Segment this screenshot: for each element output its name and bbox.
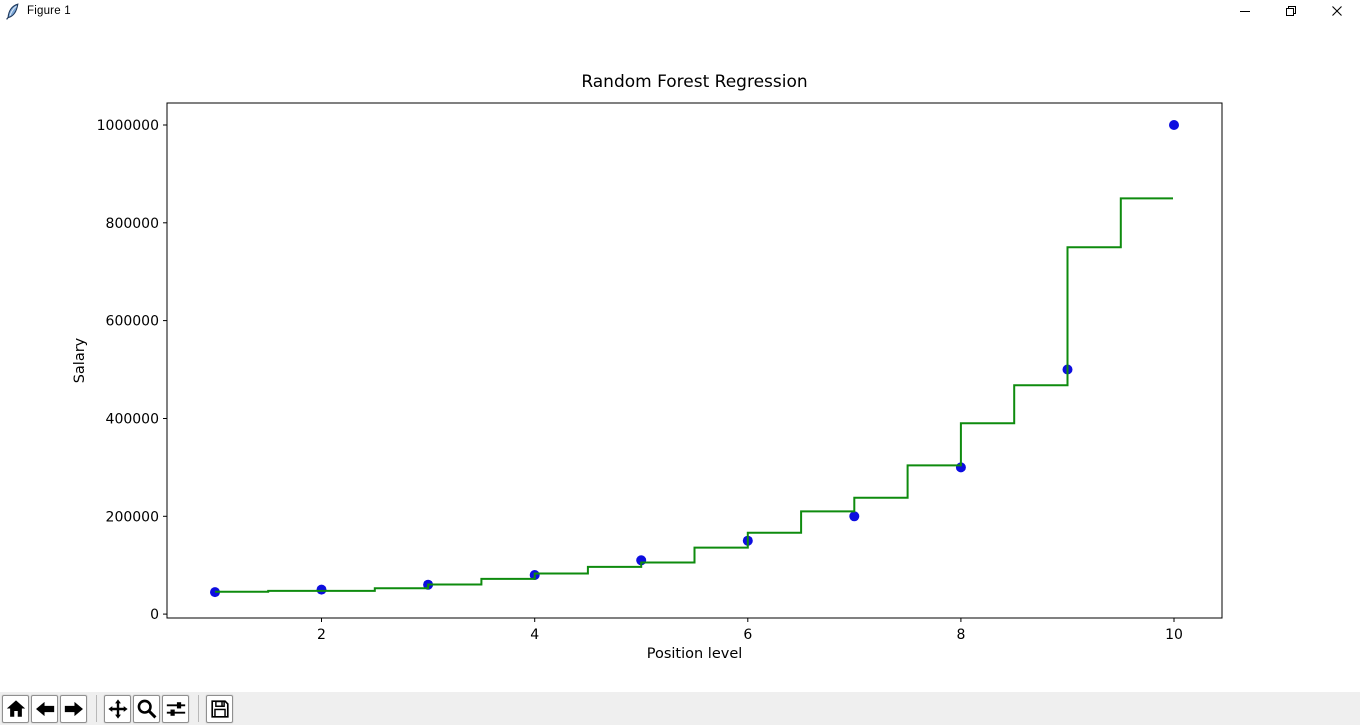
home-button[interactable] xyxy=(2,694,29,723)
regression-step-line xyxy=(215,197,1173,593)
y-axis-label: Salary xyxy=(72,337,88,383)
pan-button[interactable] xyxy=(104,694,131,723)
titlebar[interactable]: Figure 1 xyxy=(0,0,1360,22)
scatter-point xyxy=(1169,120,1179,130)
x-axis-label: Position level xyxy=(647,646,743,662)
nav-toolbar xyxy=(0,692,1360,725)
plot-area[interactable] xyxy=(166,102,1223,619)
close-button[interactable] xyxy=(1314,0,1360,22)
x-tick-label: 10 xyxy=(1165,627,1183,643)
y-tick-label: 600000 xyxy=(106,314,159,330)
restore-button[interactable] xyxy=(1268,0,1314,22)
back-button[interactable] xyxy=(31,694,58,723)
x-tick-label: 4 xyxy=(530,627,539,643)
chart-title: Random Forest Regression xyxy=(581,72,807,92)
pan-move-icon xyxy=(107,698,128,719)
y-tick-label: 400000 xyxy=(106,412,159,428)
toolbar-separator xyxy=(96,695,97,722)
home-icon xyxy=(6,699,25,717)
save-button[interactable] xyxy=(206,694,233,723)
close-icon xyxy=(1332,6,1342,16)
forward-arrow-icon xyxy=(64,701,83,716)
toolbar-separator xyxy=(198,695,199,722)
x-tick-label: 6 xyxy=(743,627,752,643)
tk-feather-icon xyxy=(5,2,20,20)
minimize-icon xyxy=(1240,11,1250,12)
save-floppy-icon xyxy=(210,699,229,718)
figure-canvas[interactable]: 2 4 6 8 10 0 200000 400000 600000 800000 1000000 Ra… xyxy=(0,22,1360,692)
y-tick-label: 0 xyxy=(150,607,159,623)
subplots-button[interactable] xyxy=(162,694,189,723)
back-arrow-icon xyxy=(35,701,54,716)
subplots-sliders-icon xyxy=(166,701,185,716)
scatter-point xyxy=(316,584,327,595)
chart: 2 4 6 8 10 0 200000 400000 600000 800000 1000000 Ra… xyxy=(72,72,1223,662)
x-tick-label: 8 xyxy=(956,627,965,643)
zoom-button[interactable] xyxy=(133,694,160,723)
minimize-button[interactable] xyxy=(1222,0,1268,22)
zoom-magnifier-icon xyxy=(137,699,156,718)
window-title: Figure 1 xyxy=(27,5,71,17)
y-tick-label: 1000000 xyxy=(97,118,159,134)
forward-button[interactable] xyxy=(60,694,87,723)
y-tick-label: 200000 xyxy=(106,509,159,525)
x-tick-label: 2 xyxy=(317,627,326,643)
window-controls xyxy=(1222,0,1360,22)
y-tick-label: 800000 xyxy=(106,216,159,232)
restore-icon xyxy=(1286,6,1296,16)
scatter-point xyxy=(849,511,860,522)
